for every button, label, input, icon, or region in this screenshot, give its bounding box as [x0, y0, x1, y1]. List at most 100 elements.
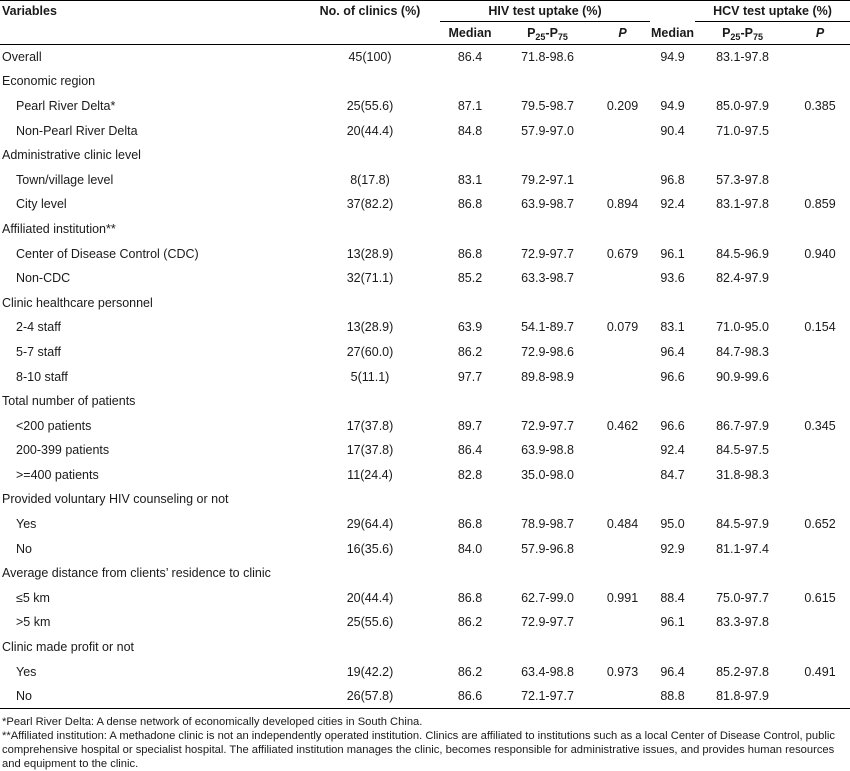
- cell-clinics: 16(35.6): [346, 541, 394, 556]
- cell-hcv-range: 57.3-97.8: [716, 172, 769, 187]
- table-row: 200-399 patients 17(37.8) 86.4 63.9-98.8 92.…: [0, 438, 850, 463]
- table-row: Yes 29(64.4) 86.8 78.9-98.7 0.484 95.0 84.5-97…: [0, 512, 850, 537]
- table-row: Center of Disease Control (CDC) 13(28.9) 8…: [0, 241, 850, 266]
- cell-hiv-median: [440, 290, 500, 315]
- footnote-2: **Affiliated institution: A methadone cl…: [2, 730, 835, 771]
- cell-hiv-range: [500, 290, 595, 315]
- table-row: Non-Pearl River Delta 20(44.4) 84.8 57.9-97…: [0, 118, 850, 143]
- cell-variable: Clinic made profit or not: [2, 640, 135, 655]
- cell-variable: Affiliated institution**: [2, 221, 116, 236]
- cell-hcv-p: 0.940: [804, 246, 836, 261]
- cell-hcv-median: 94.9: [660, 98, 685, 113]
- table-row: Average distance from clients’ residence…: [0, 561, 850, 586]
- cell-hiv-median: 83.1: [457, 172, 483, 187]
- cell-variable: Pearl River Delta*: [16, 98, 116, 113]
- cell-hcv-median: [650, 635, 695, 660]
- cell-hiv-median: [440, 69, 500, 94]
- cell-variable: Overall: [2, 50, 42, 65]
- table-row: >5 km 25(55.6) 86.2 72.9-97.7 96.1 83.3-97.8: [0, 610, 850, 635]
- cell-clinics: 13(28.9): [346, 246, 394, 261]
- cell-hcv-range: 90.9-99.6: [716, 369, 769, 384]
- cell-hiv-p: 0.462: [606, 418, 639, 433]
- cell-hcv-p: [790, 610, 850, 635]
- cell-clinics: 8(17.8): [350, 172, 390, 187]
- cell-hcv-range: 81.8-97.9: [695, 683, 791, 710]
- table-row: Non-CDC 32(71.1) 85.2 63.3-98.7 93.6 82.4-97.…: [0, 266, 850, 291]
- cell-hiv-range: 78.9-98.7: [521, 517, 574, 532]
- cell-variable: Yes: [16, 664, 37, 679]
- cell-variable: 8-10 staff: [16, 369, 68, 384]
- table-row: Administrative clinic level: [0, 143, 850, 168]
- cell-hcv-median: 96.8: [660, 172, 685, 187]
- cell-hiv-p: [595, 290, 650, 315]
- cell-hiv-median: 86.8: [457, 517, 483, 532]
- table-row: ≤5 km 20(44.4) 86.8 62.7-99.0 0.991 88.4 75.0-…: [0, 586, 850, 611]
- cell-hcv-median: 95.0: [660, 517, 685, 532]
- cell-hiv-p: [595, 536, 650, 561]
- cell-hiv-median: [440, 561, 500, 586]
- cell-hcv-p: [790, 536, 850, 561]
- cell-hcv-median: 84.7: [660, 467, 685, 482]
- cell-hiv-median: 86.8: [457, 246, 483, 261]
- cell-hcv-p: 0.859: [804, 197, 836, 212]
- cell-hcv-range: 83.1-97.8: [716, 197, 769, 212]
- table-row: 2-4 staff 13(28.9) 63.9 54.1-89.7 0.079 83.1 7…: [0, 315, 850, 340]
- cell-hiv-range: 89.8-98.9: [521, 369, 574, 384]
- cell-clinics: [300, 561, 440, 586]
- cell-hcv-range: 75.0-97.7: [716, 590, 769, 605]
- cell-hcv-median: 88.8: [650, 683, 696, 710]
- cell-hcv-range: [695, 389, 790, 414]
- cell-hiv-range: 35.0-98.0: [521, 467, 574, 482]
- table-header: Variables No. of clinics (%) HIV test up…: [0, 0, 850, 45]
- cell-hcv-p: [790, 143, 850, 168]
- cell-hiv-range: 63.9-98.8: [521, 443, 574, 458]
- cell-hiv-median: 86.2: [457, 615, 483, 630]
- cell-hiv-p: [595, 438, 650, 463]
- cell-hcv-range: 84.5-96.9: [716, 246, 769, 261]
- cell-hcv-p: 0.154: [804, 320, 836, 335]
- footnote-1: *Pearl River Delta: A dense network of e…: [2, 716, 423, 729]
- cell-clinics: 20(44.4): [346, 590, 394, 605]
- cell-variable: 2-4 staff: [16, 320, 61, 335]
- cell-variable: Yes: [16, 517, 37, 532]
- cell-hiv-range: 72.1-97.7: [500, 683, 595, 710]
- cell-hcv-p: 0.385: [804, 98, 836, 113]
- cell-variable: Provided voluntary HIV counseling or not: [2, 492, 229, 507]
- cell-hcv-median: 96.6: [660, 369, 685, 384]
- table-row: Provided voluntary HIV counseling or not: [0, 487, 850, 512]
- header-hcv-median: Median: [650, 25, 695, 40]
- cell-variable: >5 km: [16, 615, 51, 630]
- table-row: City level 37(82.2) 86.8 63.9-98.7 0.894 92.4…: [0, 192, 850, 217]
- cell-hiv-median: 86.4: [457, 50, 483, 65]
- cell-hiv-median: 86.8: [457, 197, 483, 212]
- cell-hcv-median: 96.1: [660, 615, 685, 630]
- cell-hiv-median: [440, 217, 500, 242]
- cell-hiv-range: 79.2-97.1: [521, 172, 574, 187]
- cell-hcv-median: 83.1: [660, 320, 685, 335]
- table-row: Overall 45(100) 86.4 71.8-98.6 94.9 83.1-97.8: [0, 45, 850, 70]
- cell-hiv-p: [595, 683, 651, 710]
- cell-hiv-median: 86.2: [457, 664, 483, 679]
- cell-variable: Total number of patients: [2, 394, 136, 409]
- cell-variable: Town/village level: [16, 172, 114, 187]
- cell-hiv-median: [440, 487, 500, 512]
- cell-hcv-median: 92.9: [660, 541, 685, 556]
- cell-variable: Clinic healthcare personnel: [2, 295, 153, 310]
- cell-hiv-range: [500, 561, 595, 586]
- cell-hiv-median: 87.1: [457, 98, 483, 113]
- cell-hcv-median: [650, 487, 695, 512]
- cell-clinics: [300, 635, 440, 660]
- cell-hcv-median: [650, 217, 695, 242]
- table-row: Affiliated institution**: [0, 217, 850, 242]
- cell-hiv-p: [595, 635, 650, 660]
- header-hcv-range: P25-P75: [722, 26, 763, 42]
- cell-hcv-range: 84.5-97.5: [716, 443, 769, 458]
- cell-hcv-range: 31.8-98.3: [716, 467, 769, 482]
- cell-hiv-p: [595, 561, 650, 586]
- cell-hiv-median: [440, 389, 500, 414]
- cell-hcv-median: 94.9: [660, 50, 685, 65]
- cell-hiv-p: [595, 266, 650, 291]
- cell-hcv-range: 83.3-97.8: [716, 615, 769, 630]
- cell-hcv-p: [790, 45, 850, 70]
- cell-hiv-median: 86.8: [457, 590, 483, 605]
